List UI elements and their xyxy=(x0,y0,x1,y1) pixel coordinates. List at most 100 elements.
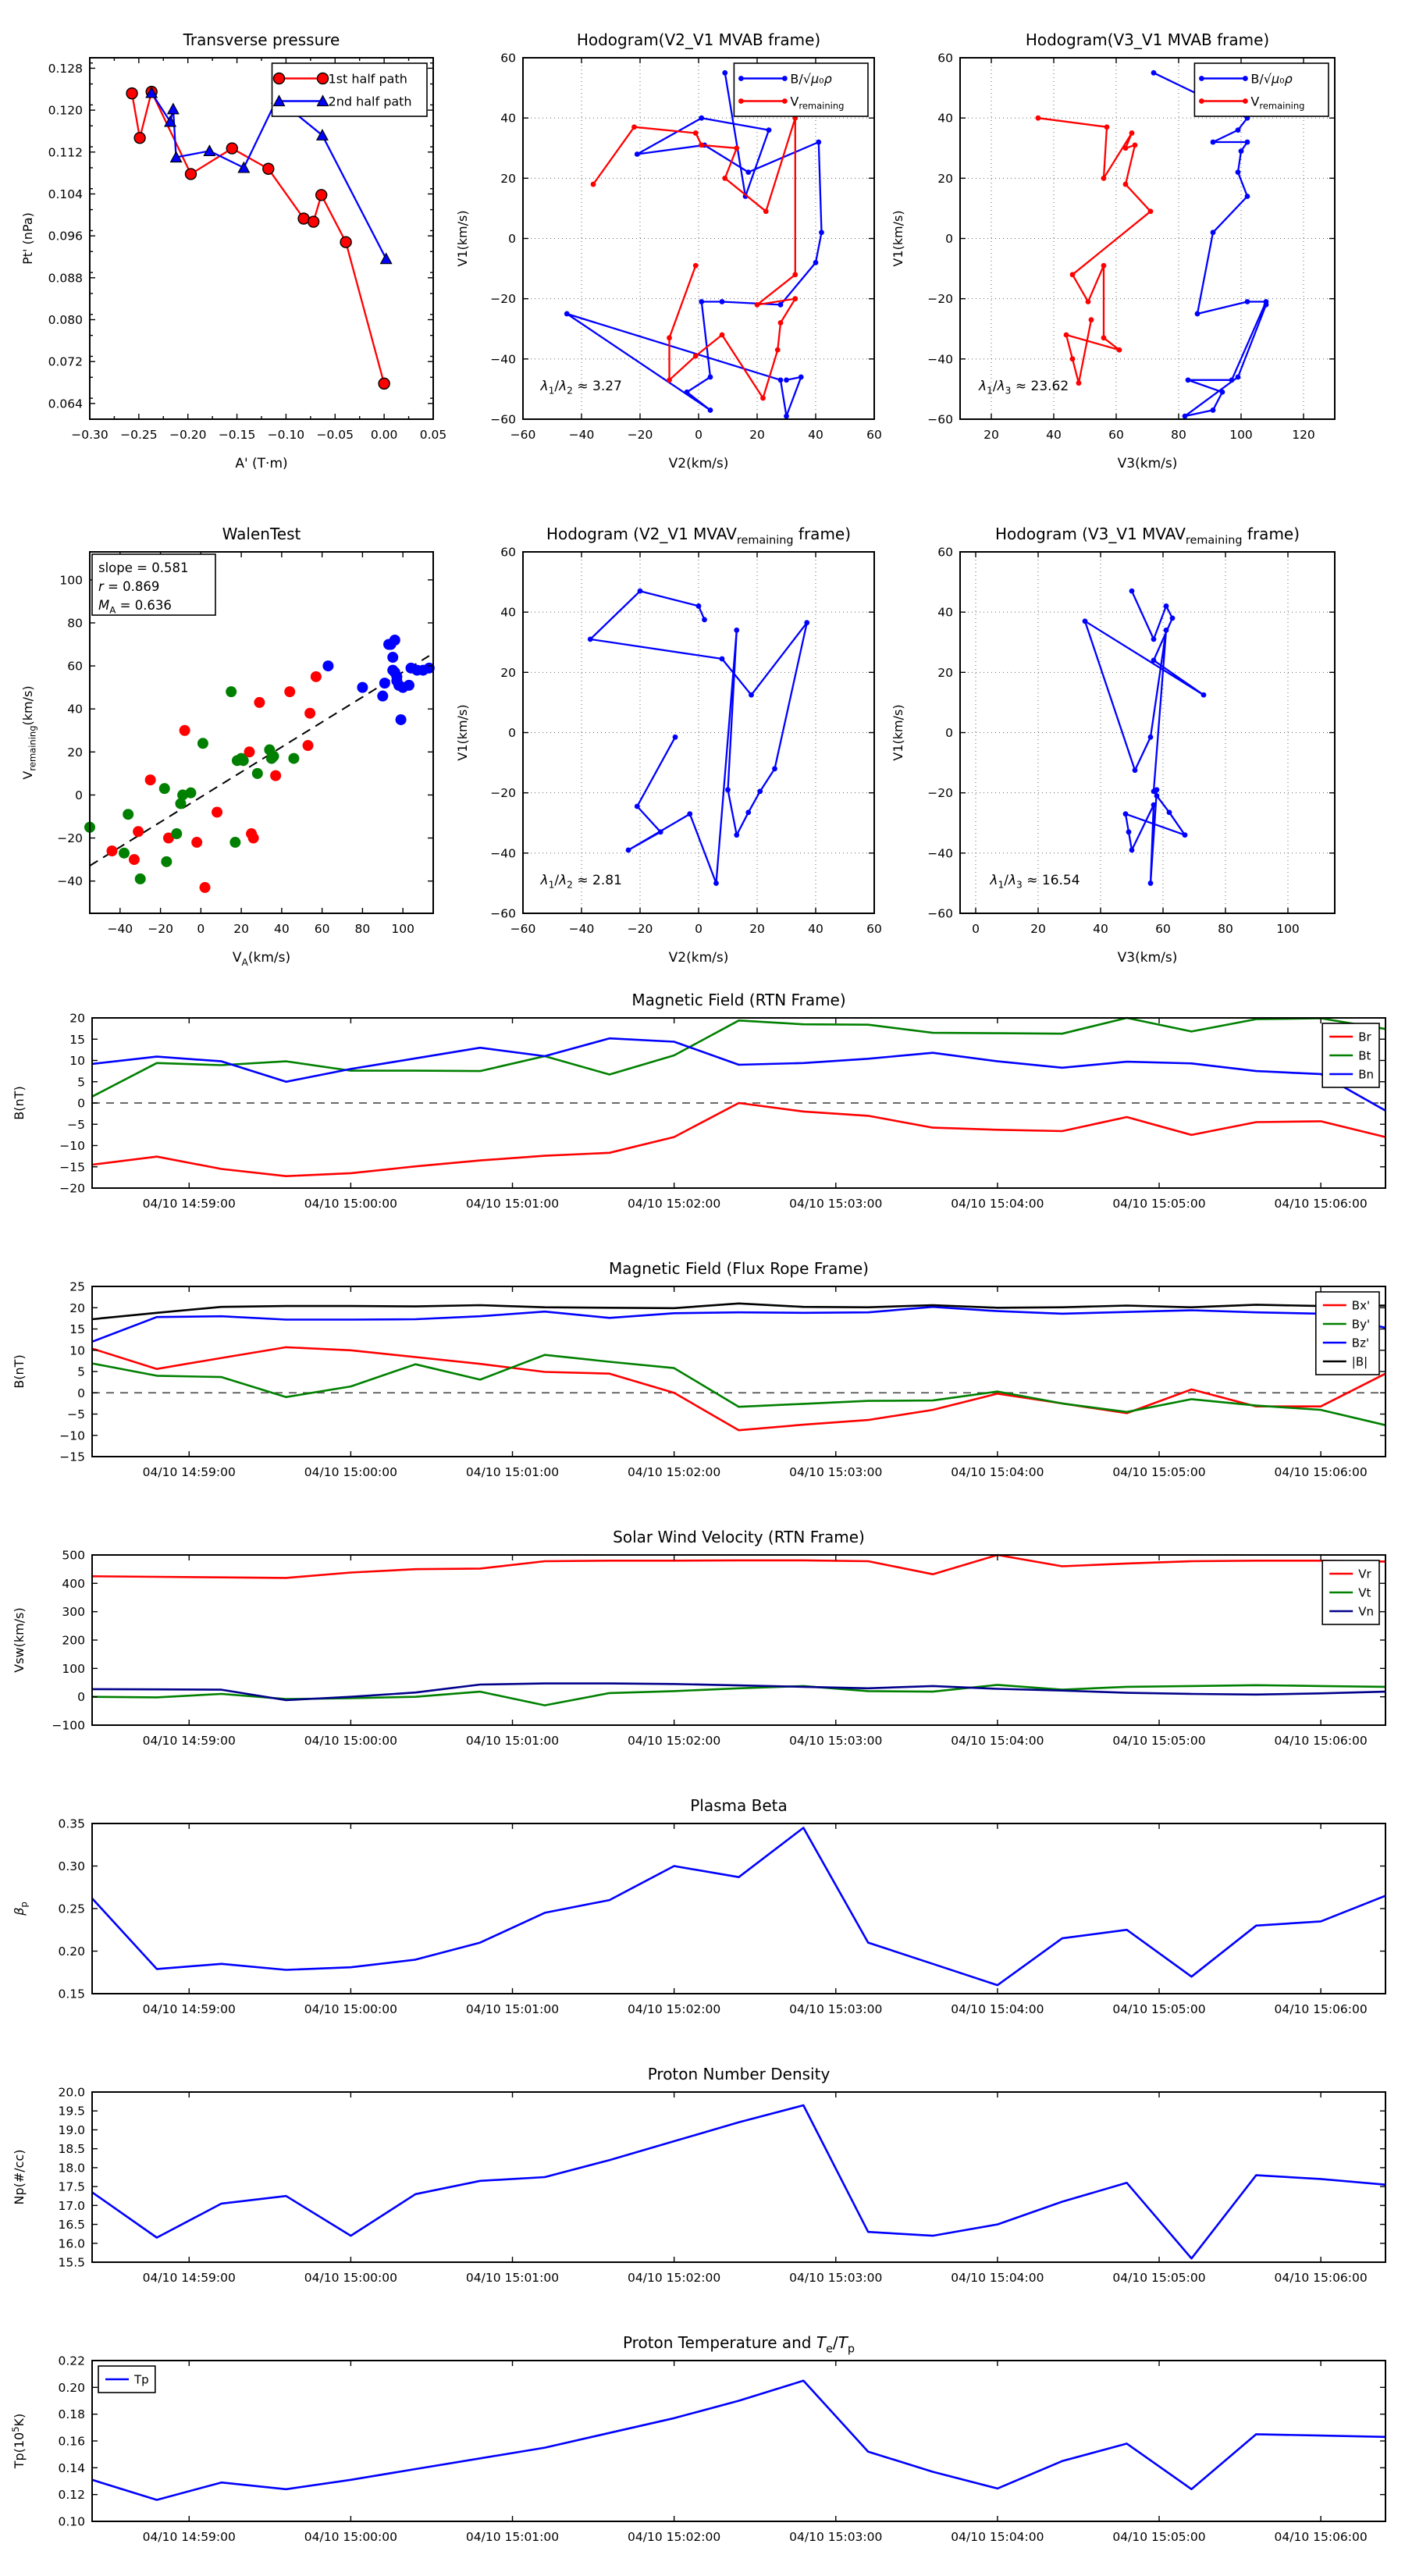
x-tick-label: −20 xyxy=(628,428,653,442)
y-tick-label: −5 xyxy=(67,1407,85,1421)
x-tick-label: 04/10 15:01:00 xyxy=(466,2002,559,2016)
ticks xyxy=(92,2360,1385,2522)
x-tick-label: 04/10 15:05:00 xyxy=(1112,1734,1205,1748)
series-1st-half-path xyxy=(126,85,390,390)
series-Bt xyxy=(91,1016,1386,1098)
series-scatter-green xyxy=(84,686,300,884)
y-tick-label: 16.0 xyxy=(58,2236,85,2250)
y-tick-label: 15.5 xyxy=(58,2256,85,2270)
chart-title: Solar Wind Velocity (RTN Frame) xyxy=(613,1528,865,1546)
tick-labels: −60 −40 −20 0 20 40 60 −60 −40 −20 0 20 40 60 xyxy=(490,52,882,443)
magnetic-field-rtn-chart: 04/10 14:59:00 04/10 15:00:00 04/10 15:01:… xyxy=(0,985,1405,1243)
legend-label: 1st half path xyxy=(329,71,407,86)
tick-labels: 0 20 40 60 80 100 −60 −40 −20 0 20 40 60 xyxy=(927,546,1300,937)
y-tick-label: −40 xyxy=(57,874,83,888)
x-tick-label: 04/10 15:04:00 xyxy=(951,2530,1044,2544)
x-tick-label: 04/10 15:06:00 xyxy=(1275,1734,1368,1748)
y-tick-label: 0 xyxy=(945,726,953,740)
x-tick-label: −60 xyxy=(510,428,536,442)
legend-label: Vt xyxy=(1358,1585,1371,1599)
x-tick-label: 120 xyxy=(1292,428,1315,442)
y-tick-label: 100 xyxy=(62,1662,85,1676)
hodogram-v3v1-mvab-chart: 20 40 60 80 100 120 −60 −40 −20 0 20 40 60 Hodogram(V… xyxy=(882,9,1405,501)
y-tick-label: 60 xyxy=(67,660,83,674)
y-tick-label: 20 xyxy=(69,1301,85,1315)
legend: B/√μ₀ρ Vremaining xyxy=(733,62,869,117)
y-tick-label: 0.22 xyxy=(58,2354,85,2368)
x-tick-label: −60 xyxy=(510,922,536,936)
x-tick-label: 80 xyxy=(1171,428,1186,442)
series-Bz' xyxy=(91,1305,1386,1343)
x-tick-label: 04/10 15:04:00 xyxy=(951,2271,1044,2285)
y-tick-label: 15 xyxy=(69,1322,85,1336)
tick-labels: 20 40 60 80 100 120 −60 −40 −20 0 20 40 60 xyxy=(927,52,1315,443)
tick-labels: −40 −20 0 20 40 60 80 100 −40 −20 0 20 40 60 80 100 xyxy=(57,573,414,936)
ticks xyxy=(522,551,875,914)
x-tick-label: 04/10 15:06:00 xyxy=(1275,1197,1368,1211)
series-Tp xyxy=(91,2379,1386,2501)
x-tick-label: 60 xyxy=(1155,922,1171,936)
ticks xyxy=(92,2091,1385,2263)
stats-line: r = 0.869 xyxy=(98,579,159,594)
x-tick-label: 04/10 15:06:00 xyxy=(1275,2002,1368,2016)
series-scatter-red xyxy=(106,671,322,893)
chart-title: Plasma Beta xyxy=(690,1796,788,1815)
y-tick-label: 20 xyxy=(937,666,953,680)
x-tick-label: −40 xyxy=(569,922,595,936)
y-tick-label: 40 xyxy=(500,112,516,126)
stats-line: MA = 0.636 xyxy=(98,598,172,616)
hodogram-v2v1-mvav-canvas: −60 −40 −20 0 20 40 60 −60 −40 −20 0 20 40 60 Hodogram… xyxy=(455,525,882,966)
y-tick-label: 20 xyxy=(937,172,953,186)
x-tick-label: 40 xyxy=(1093,922,1108,936)
y-tick-label: 0.096 xyxy=(48,229,83,244)
legend: B/√μ₀ρ Vremaining xyxy=(1193,62,1329,117)
tick-labels: 04/10 14:59:00 04/10 15:00:00 04/10 15:01:… xyxy=(52,1549,1367,1749)
y-tick-label: 17.0 xyxy=(58,2199,85,2213)
y-tick-label: 19.0 xyxy=(58,2123,85,2137)
y-tick-label: 0.16 xyxy=(58,2435,85,2449)
tick-labels: 04/10 14:59:00 04/10 15:00:00 04/10 15:01:… xyxy=(59,1012,1367,1212)
x-tick-label: 100 xyxy=(391,922,414,936)
legend-label: |B| xyxy=(1352,1354,1368,1368)
y-tick-label: 40 xyxy=(500,606,516,620)
series-Bx' xyxy=(91,1346,1386,1432)
y-tick-label: 60 xyxy=(937,546,953,560)
plasma-beta-canvas: 04/10 14:59:00 04/10 15:00:00 04/10 15:01:… xyxy=(12,1796,1386,2016)
x-tick-label: 100 xyxy=(1276,922,1300,936)
y-axis-label: Tp(105K) xyxy=(10,2414,27,2470)
x-axis-label: V2(km/s) xyxy=(669,456,729,471)
y-tick-label: −20 xyxy=(57,831,83,845)
x-tick-label: 04/10 15:01:00 xyxy=(466,1465,559,1479)
y-tick-label: 10 xyxy=(69,1343,85,1357)
legend: Bx' By' Bz' |B| xyxy=(1315,1291,1380,1375)
x-tick-label: 0 xyxy=(695,922,702,936)
x-tick-label: 04/10 15:02:00 xyxy=(628,1465,720,1479)
solar-wind-velocity-chart: 04/10 14:59:00 04/10 15:00:00 04/10 15:01:… xyxy=(0,1522,1405,1780)
hodogram-v2v1-mvab-chart: −60 −40 −20 0 20 40 60 −60 −40 −20 0 20 40 60 Hodogram… xyxy=(446,9,898,501)
legend-label: By' xyxy=(1352,1317,1370,1331)
y-tick-label: −20 xyxy=(490,292,516,306)
y-axis-label: V1(km/s) xyxy=(455,210,470,266)
y-tick-label: 0 xyxy=(77,1097,85,1111)
x-tick-label: 04/10 15:06:00 xyxy=(1275,2271,1368,2285)
x-tick-label: 80 xyxy=(355,922,371,936)
x-tick-label: 04/10 14:59:00 xyxy=(143,2002,236,2016)
series-2nd-half-path xyxy=(145,86,393,265)
chart-title: Proton Number Density xyxy=(648,2065,831,2083)
ticks xyxy=(522,57,875,420)
y-tick-label: −60 xyxy=(490,907,516,921)
proton-number-density-chart: 04/10 14:59:00 04/10 15:00:00 04/10 15:01:… xyxy=(0,2059,1405,2317)
y-tick-label: −10 xyxy=(59,1139,85,1153)
y-tick-label: 400 xyxy=(62,1577,85,1591)
plasma-beta-chart: 04/10 14:59:00 04/10 15:00:00 04/10 15:01:… xyxy=(0,1791,1405,2048)
y-tick-label: 80 xyxy=(67,616,83,630)
x-tick-label: −40 xyxy=(107,922,133,936)
y-tick-label: 5 xyxy=(77,1075,85,1089)
y-tick-label: 20 xyxy=(500,666,516,680)
legend-label: Vremaining xyxy=(790,94,844,111)
y-axis-label: Np(#/cc) xyxy=(12,2150,27,2205)
y-tick-label: 20.0 xyxy=(58,2086,85,2100)
x-tick-label: 04/10 15:04:00 xyxy=(951,1197,1044,1211)
legend-label: Bt xyxy=(1358,1048,1371,1062)
x-tick-label: 04/10 15:03:00 xyxy=(789,2530,882,2544)
